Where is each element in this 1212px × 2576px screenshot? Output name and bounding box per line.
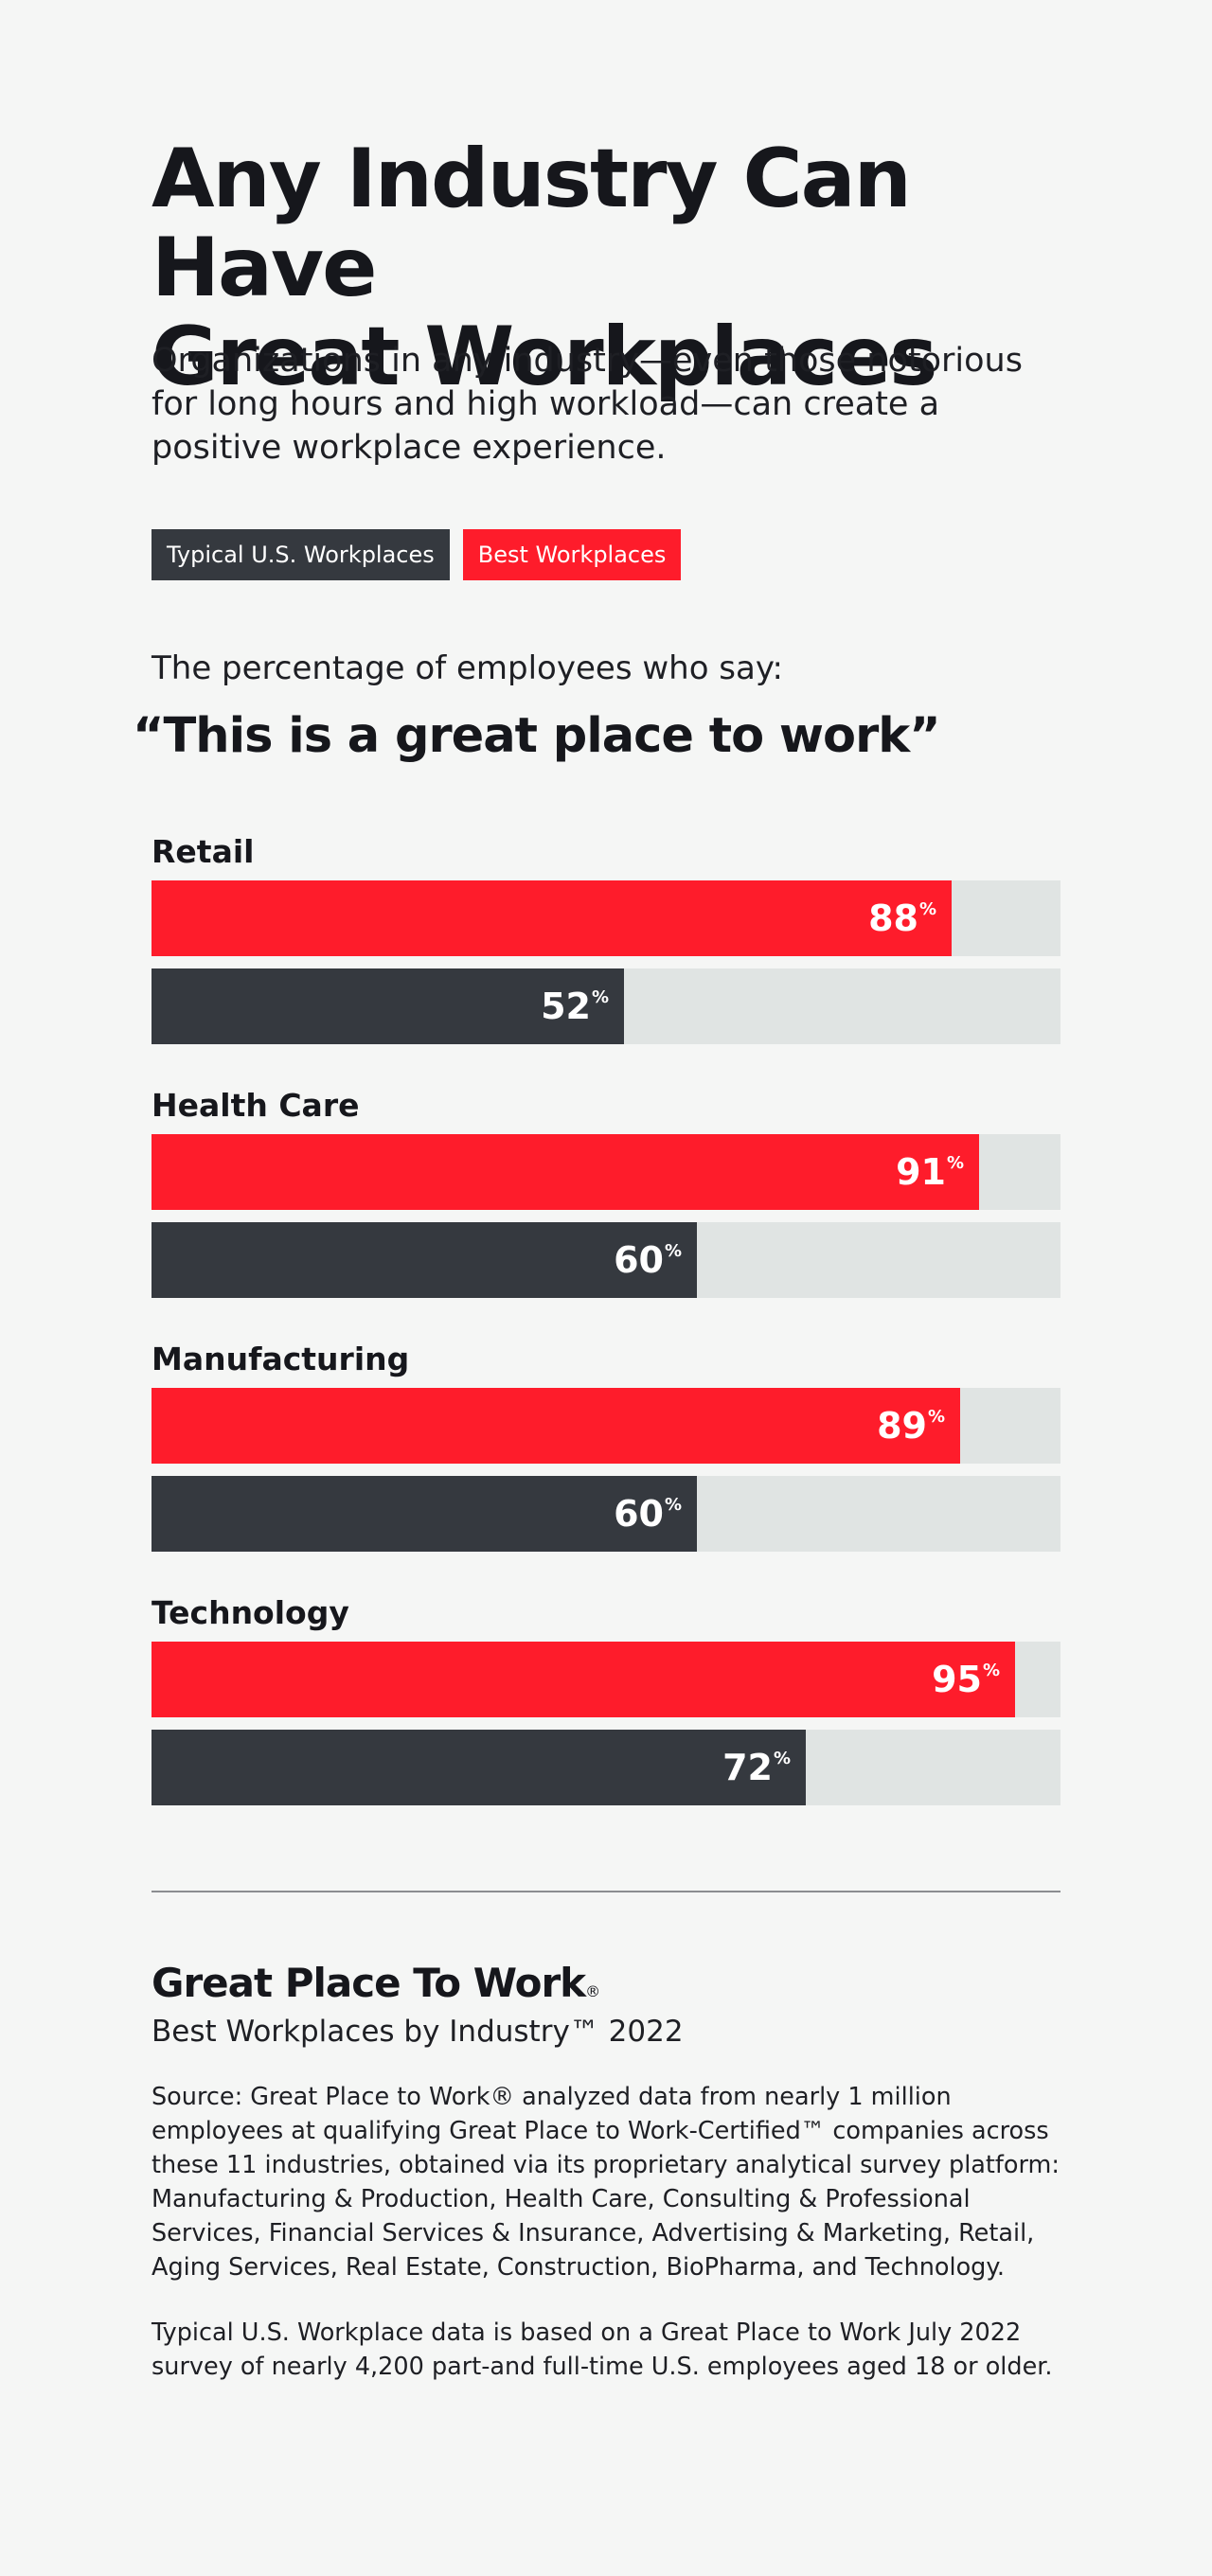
bar-track: 60% [152, 1476, 1060, 1552]
data-label-unit: % [946, 1152, 964, 1173]
data-label-unit: % [982, 1660, 1000, 1680]
bar-track: 89% [152, 1388, 1060, 1464]
methodology-note: Typical U.S. Workplace data is based on … [152, 2318, 1053, 2381]
data-label: 88% [868, 880, 936, 956]
data-label-value: 89 [877, 1405, 927, 1447]
data-label-unit: % [664, 1494, 682, 1515]
page-subtitle: Organizations in any industry—even those… [152, 342, 1023, 467]
category-label: Manufacturing [152, 1341, 410, 1377]
data-label-value: 60 [614, 1239, 664, 1281]
category-label: Retail [152, 833, 255, 870]
data-label: 72% [722, 1730, 791, 1805]
data-label: 52% [541, 968, 609, 1044]
title-line-2: Great Workplaces [152, 310, 937, 404]
divider [152, 1891, 1060, 1892]
title-line-1: Any Industry Can Have [152, 132, 912, 315]
data-label-unit: % [591, 986, 609, 1007]
bar-best: 91% [152, 1134, 979, 1210]
data-label-unit: % [664, 1240, 682, 1261]
data-label: 89% [877, 1388, 945, 1464]
chart-legend: Typical U.S. Workplaces Best Workplaces [152, 529, 682, 580]
category-label: Technology [152, 1594, 349, 1631]
legend-best-workplaces: Best Workplaces [462, 529, 682, 580]
bar-track: 60% [152, 1222, 1060, 1298]
data-label-value: 60 [614, 1493, 664, 1535]
page-title: Any Industry Can Have Great Workplaces [152, 134, 1060, 401]
bar-best: 88% [152, 880, 952, 956]
bar-typical: 60% [152, 1476, 697, 1552]
data-label-value: 88 [868, 897, 918, 939]
bar-track: 72% [152, 1730, 1060, 1805]
bar-track: 91% [152, 1134, 1060, 1210]
bar-track: 88% [152, 880, 1060, 956]
data-label-unit: % [773, 1748, 791, 1768]
data-label-value: 72 [722, 1747, 773, 1788]
brand-registered-mark: ® [585, 1982, 600, 2000]
data-label: 60% [614, 1222, 682, 1298]
bar-best: 95% [152, 1642, 1015, 1717]
survey-lead-text: The percentage of employees who say: [152, 649, 783, 687]
bar-typical: 52% [152, 968, 624, 1044]
bar-chart: Retail 88% 52% Health Care 91% 60% Manufacturi… [152, 833, 1060, 1818]
bar-typical: 72% [152, 1730, 806, 1805]
data-label: 60% [614, 1476, 682, 1552]
legend-typical-workplaces: Typical U.S. Workplaces [152, 529, 450, 580]
source-note: Source: Great Place to Work® analyzed da… [152, 2083, 1060, 2282]
bar-track: 52% [152, 968, 1060, 1044]
report-name: Best Workplaces by Industry™ 2022 [152, 2015, 684, 2049]
brand-name: Great Place To Work [152, 1960, 586, 2006]
survey-quote: “This is a great place to work” [133, 708, 941, 764]
bar-typical: 60% [152, 1222, 697, 1298]
data-label: 95% [932, 1642, 1000, 1717]
bar-best: 89% [152, 1388, 960, 1464]
bar-track: 95% [152, 1642, 1060, 1717]
data-label-unit: % [927, 1406, 945, 1427]
data-label-unit: % [918, 898, 936, 919]
data-label: 91% [896, 1134, 964, 1210]
category-label: Health Care [152, 1087, 360, 1124]
data-label-value: 52 [541, 986, 591, 1027]
data-label-value: 91 [896, 1151, 946, 1193]
brand-logo: Great Place To Work® [152, 1960, 600, 2006]
data-label-value: 95 [932, 1659, 982, 1700]
